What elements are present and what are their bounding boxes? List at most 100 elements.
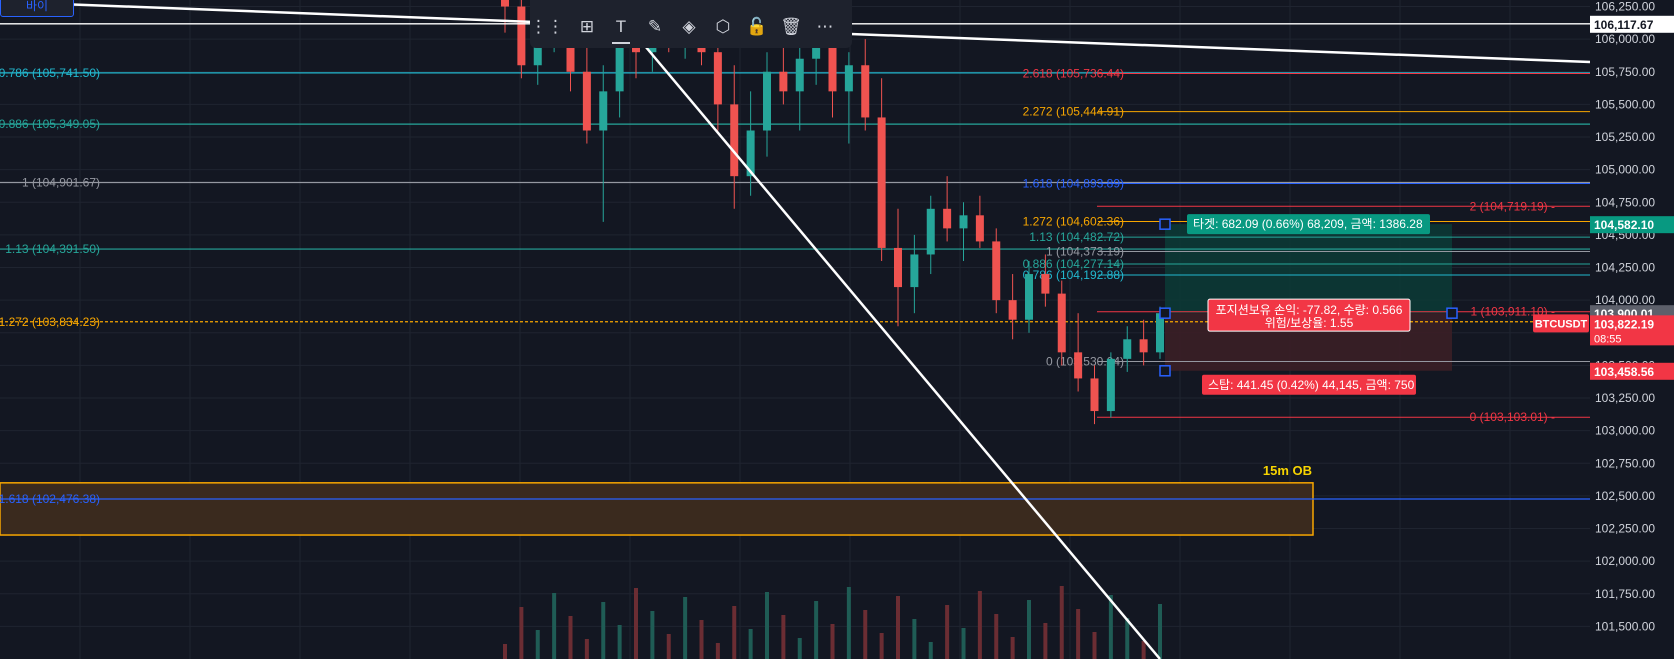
add-to-favorites-icon[interactable]: ⊞ [574, 14, 600, 40]
candle-body [943, 209, 951, 229]
y-tick-label: 106,000.00 [1595, 32, 1655, 46]
candle-body [730, 104, 738, 176]
volume-bar [1076, 609, 1080, 659]
pnl-label: 포지션보유 손익: -77.82, 수량: 0.566 [1216, 303, 1403, 317]
stop-label: 스탑: 441.45 (0.42%) 44,145, 금액: 750 [1208, 378, 1415, 392]
fib-label-mid: 1.272 (104,602.36) [1023, 215, 1124, 229]
volume-bar [1142, 641, 1146, 659]
volume-bar [912, 619, 916, 659]
y-tick-label: 101,750.00 [1595, 587, 1655, 601]
volume-bar [569, 616, 573, 659]
y-tick-label: 105,500.00 [1595, 97, 1655, 111]
candle-body [501, 0, 509, 7]
volume-bar [978, 591, 982, 659]
candle-body [779, 72, 787, 92]
candle-body [845, 65, 853, 91]
volume-bar [1093, 632, 1097, 659]
fib-label-right: 2 (104,719.19) - [1470, 199, 1555, 213]
y-tick-label: 104,000.00 [1595, 293, 1655, 307]
volume-bar [732, 606, 736, 659]
candle-body [878, 117, 886, 247]
volume-bar [1011, 637, 1015, 659]
fib-label-mid: 1.618 (104,893.89) [1023, 176, 1124, 190]
candle-body [1058, 294, 1066, 353]
volume-bar [749, 629, 753, 659]
candle-body [1123, 339, 1131, 359]
fib-label-right: 0 (103,103.01) - [1470, 410, 1555, 424]
candle-body [583, 72, 591, 131]
order-block [0, 483, 1313, 535]
candle-body [1025, 274, 1033, 320]
y-tick-label: 102,500.00 [1595, 489, 1655, 503]
candle-body [1041, 274, 1049, 294]
candle-body [861, 65, 869, 117]
volume-bar [880, 633, 884, 659]
fib-label-left: 1.618 (102,476.38) [0, 492, 100, 506]
brush-icon[interactable]: ✎ [642, 14, 668, 40]
more-icon[interactable]: ⋯ [812, 14, 838, 40]
volume-bar [536, 630, 540, 659]
volume-bar [847, 587, 851, 659]
y-tick-label: 104,750.00 [1595, 195, 1655, 209]
lock-icon[interactable]: 🔓 [744, 14, 770, 40]
candle-body [763, 72, 771, 131]
candle-body [796, 59, 804, 92]
volume-bar [798, 638, 802, 659]
target-label: 타겟: 682.09 (0.66%) 68,209, 금액: 1386.28 [1193, 217, 1423, 231]
fill-color-icon[interactable]: ◈ [676, 14, 702, 40]
volume-bar [1043, 623, 1047, 659]
text-tool-icon[interactable]: T [608, 14, 634, 40]
trend-line [640, 40, 1160, 659]
candle-body [1107, 359, 1115, 411]
volume-bar [683, 597, 687, 659]
volume-bar [962, 628, 966, 659]
volume-bar [650, 611, 654, 659]
y-tick-label: 102,000.00 [1595, 554, 1655, 568]
volume-bar [1027, 600, 1031, 659]
price-label: 103,822.19 [1594, 317, 1654, 331]
candle-body [599, 91, 607, 130]
fib-label-left: 0.886 (105,349.05) [0, 117, 100, 131]
volume-bar [1158, 604, 1162, 659]
volume-bar [716, 643, 720, 659]
volume-bar [945, 605, 949, 659]
volume-bar [552, 593, 556, 659]
candle-body [714, 52, 722, 104]
order-block-label: 15m OB [1263, 463, 1312, 478]
settings-hex-icon[interactable]: ⬡ [710, 14, 736, 40]
rr-label: 위험/보상율: 1.55 [1265, 316, 1354, 330]
candle-body [1091, 378, 1099, 411]
price-label: 103,458.56 [1594, 365, 1654, 379]
position-handle [1160, 308, 1170, 318]
y-tick-label: 101,500.00 [1595, 619, 1655, 633]
volume-bar [618, 625, 622, 659]
top-left-tag[interactable]: 바이 [0, 0, 74, 17]
candle-body [910, 254, 918, 287]
position-handle [1160, 366, 1170, 376]
fib-label-mid: 2.618 (105,736.44) [1023, 67, 1124, 81]
price-label-time: 08:55 [1594, 333, 1622, 345]
candle-body [894, 248, 902, 287]
y-tick-label: 105,000.00 [1595, 163, 1655, 177]
fib-label-mid: 1.13 (104,482.72) [1029, 230, 1124, 244]
y-tick-label: 104,250.00 [1595, 261, 1655, 275]
drag-handle-icon[interactable]: ⋮⋮ [530, 14, 556, 40]
y-tick-label: 106,250.00 [1595, 0, 1655, 14]
volume-bar [700, 620, 704, 659]
candle-body [517, 7, 525, 66]
volume-bar [519, 607, 523, 659]
y-tick-label: 103,250.00 [1595, 391, 1655, 405]
candle-body [976, 215, 984, 241]
fib-label-mid: 2.272 (105,444.91) [1023, 105, 1124, 119]
volume-bar [1125, 618, 1129, 659]
candle-body [960, 215, 968, 228]
volume-bar [601, 602, 605, 659]
volume-bar [781, 615, 785, 659]
fib-label-mid: 0.786 (104,192.88) [1023, 268, 1124, 282]
trash-icon[interactable]: 🗑 [778, 14, 804, 40]
volume-bar [1060, 586, 1064, 659]
volume-bar [765, 592, 769, 659]
candle-body [992, 241, 1000, 300]
volume-bar [503, 644, 507, 659]
